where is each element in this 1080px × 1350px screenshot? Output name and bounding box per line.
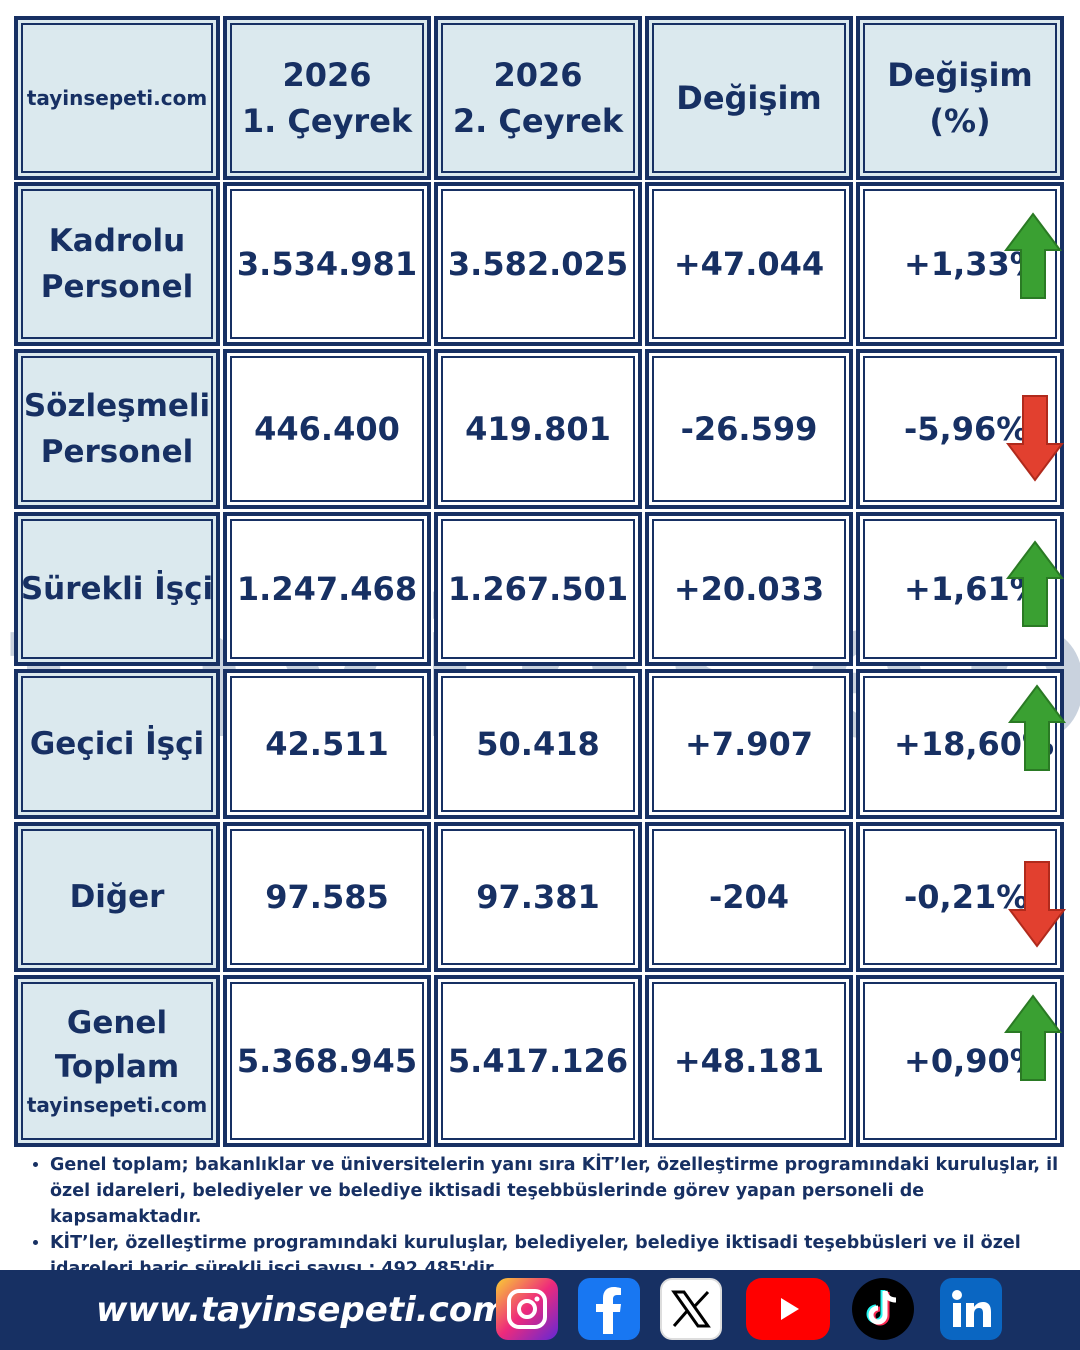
row-label: Kadrolu Personel [14, 182, 220, 346]
arrow-up-icon [1008, 684, 1066, 771]
footnotes: Genel toplam; bakanlıklar ve üniversitel… [28, 1152, 1068, 1282]
q2-value: 3.582.025 [434, 182, 642, 346]
change-value: -26.599 [645, 349, 853, 509]
facebook-icon[interactable] [578, 1278, 640, 1340]
table-row: Genel Toplam tayinsepeti.com 5.368.945 5… [14, 975, 1064, 1147]
header-change-label: Değişim [676, 79, 822, 117]
website-link[interactable]: www.tayinsepeti.com [96, 1290, 508, 1330]
table-row: Sürekli İşçi 1.247.468 1.267.501 +20.033… [14, 512, 1064, 666]
row-label-line: Personel [40, 434, 194, 470]
change-value: +7.907 [645, 669, 853, 819]
row-label-line: Sözleşmeli [23, 388, 211, 424]
row-label-line: Personel [40, 269, 194, 305]
header-q2-quarter: 2. Çeyrek [452, 102, 624, 140]
header-pct-unit: (%) [929, 102, 991, 140]
change-value: +48.181 [645, 975, 853, 1147]
header-q2: 2026 2. Çeyrek [434, 16, 642, 180]
row-label-line: Toplam [54, 1049, 180, 1085]
tiktok-icon[interactable] [852, 1278, 914, 1340]
youtube-icon[interactable] [746, 1278, 830, 1340]
row-label: Diğer [14, 822, 220, 972]
arrow-up-icon [1004, 994, 1062, 1081]
header-row: tayinsepeti.com 2026 1. Çeyrek 2026 2. Ç… [14, 16, 1064, 180]
q1-value: 446.400 [223, 349, 431, 509]
row-label-line: Kadrolu [48, 223, 186, 259]
row-label-line: Genel [66, 1005, 168, 1041]
arrow-down-icon [1008, 861, 1066, 948]
table-row: Kadrolu Personel 3.534.981 3.582.025 +47… [14, 182, 1064, 346]
q2-value: 97.381 [434, 822, 642, 972]
q2-value: 1.267.501 [434, 512, 642, 666]
arrow-up-icon [1006, 540, 1064, 627]
footnote-item: Genel toplam; bakanlıklar ve üniversitel… [50, 1152, 1068, 1230]
header-brand: tayinsepeti.com [14, 16, 220, 180]
q1-value: 1.247.468 [223, 512, 431, 666]
row-label: Sözleşmeli Personel [14, 349, 220, 509]
header-q2-year: 2026 [493, 56, 583, 94]
arrow-down-icon [1006, 395, 1064, 482]
header-pct: Değişim (%) [856, 16, 1064, 180]
row-label-line: Geçici İşçi [29, 726, 205, 762]
header-q1-year: 2026 [282, 56, 372, 94]
table-row: Sözleşmeli Personel 446.400 419.801 -26.… [14, 349, 1064, 509]
row-label: Geçici İşçi [14, 669, 220, 819]
row-label-line: Diğer [69, 879, 165, 915]
row-label-brand: tayinsepeti.com [26, 1093, 208, 1117]
change-value: +20.033 [645, 512, 853, 666]
x-icon[interactable] [660, 1278, 722, 1340]
q1-value: 42.511 [223, 669, 431, 819]
table-row: Geçici İşçi 42.511 50.418 +7.907 +18,60% [14, 669, 1064, 819]
header-q1: 2026 1. Çeyrek [223, 16, 431, 180]
q2-value: 419.801 [434, 349, 642, 509]
header-change: Değişim [645, 16, 853, 180]
row-label: Sürekli İşçi [14, 512, 220, 666]
change-value: +47.044 [645, 182, 853, 346]
row-label-line: Sürekli İşçi [20, 571, 214, 607]
q2-value: 5.417.126 [434, 975, 642, 1147]
q1-value: 3.534.981 [223, 182, 431, 346]
change-value: -204 [645, 822, 853, 972]
q2-value: 50.418 [434, 669, 642, 819]
footer-bar: www.tayinsepeti.com [0, 1270, 1080, 1350]
header-q1-quarter: 1. Çeyrek [241, 102, 413, 140]
instagram-icon[interactable] [496, 1278, 558, 1340]
table-row: Diğer 97.585 97.381 -204 -0,21% [14, 822, 1064, 972]
q1-value: 5.368.945 [223, 975, 431, 1147]
row-label: Genel Toplam tayinsepeti.com [14, 975, 220, 1147]
linkedin-icon[interactable] [940, 1278, 1002, 1340]
header-pct-label: Değişim [887, 56, 1033, 94]
q1-value: 97.585 [223, 822, 431, 972]
arrow-up-icon [1004, 212, 1062, 299]
